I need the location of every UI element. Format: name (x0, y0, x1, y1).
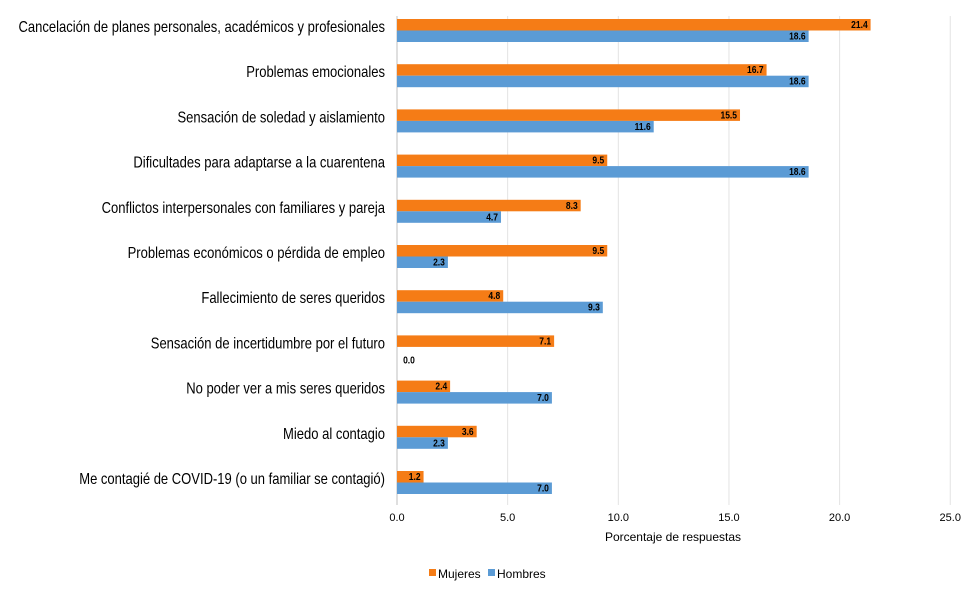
category-label: Sensación de soledad y aislamiento (178, 109, 386, 126)
hombres-bar (397, 75, 809, 88)
hombres-bar (397, 482, 552, 494)
x-tick-label: 20.0 (829, 512, 850, 524)
hombres-bar (397, 211, 502, 223)
mujeres-bar (397, 380, 451, 393)
mujeres-bar (397, 425, 477, 438)
data-label: 1.2 (409, 471, 421, 482)
x-tick-label: 15.0 (718, 512, 739, 524)
category-label: Cancelación de planes personales, académ… (18, 19, 385, 36)
category-label: Fallecimiento de seres queridos (201, 290, 385, 307)
mujeres-bar (397, 245, 608, 257)
data-label: 2.3 (433, 257, 445, 268)
data-label: 7.0 (537, 483, 549, 494)
data-label: 7.1 (539, 336, 551, 347)
mujeres-bar (397, 471, 424, 483)
data-label: 2.3 (433, 438, 445, 449)
category-label: Dificultades para adaptarse a la cuarent… (133, 155, 385, 172)
gridlines (396, 16, 951, 505)
legend-swatch (488, 569, 495, 576)
mujeres-bar (397, 154, 608, 167)
legend: Mujeres Hombres (429, 567, 546, 581)
legend-label: Mujeres (438, 567, 481, 581)
data-label: 4.8 (488, 291, 500, 302)
category-label: Problemas emocionales (246, 64, 385, 81)
category-label: Sensación de incertidumbre por el futuro (151, 335, 385, 352)
hombres-bar (397, 392, 552, 404)
data-label: 18.6 (789, 76, 806, 87)
mujeres-bar (397, 19, 871, 31)
data-label: 18.6 (789, 166, 806, 177)
hombres-bar (397, 30, 809, 42)
category-label: Conflictos interpersonales con familiare… (102, 200, 385, 217)
mujeres-bar (397, 109, 741, 121)
data-label: 7.0 (537, 392, 549, 403)
x-tick-label: 25.0 (940, 512, 961, 524)
hombres-bar (397, 301, 603, 314)
data-label: 3.6 (462, 426, 474, 437)
data-label: 16.7 (747, 65, 764, 76)
x-axis-title: Porcentaje de respuestas (605, 530, 741, 544)
data-label: 2.4 (435, 381, 448, 392)
category-label: Miedo al contagio (283, 426, 385, 443)
data-label: 21.4 (851, 19, 868, 30)
bars-group: 21.4 18.6 16.7 18.6 15.5 11.6 9.5 18.6 8.3 4.7 9.5… (397, 19, 871, 494)
hombres-bar (397, 166, 809, 178)
category-labels: Cancelación de planes personales, académ… (18, 19, 385, 488)
hombres-bar (397, 120, 654, 133)
category-label: Problemas económicos o pérdida de empleo (128, 245, 385, 262)
x-tick-label: 10.0 (608, 512, 629, 524)
mujeres-bar (397, 335, 555, 347)
data-label: 4.7 (486, 212, 498, 223)
data-label: 15.5 (720, 110, 737, 121)
category-label: No poder ver a mis seres queridos (186, 381, 385, 398)
mujeres-bar (397, 64, 767, 76)
data-label: 9.5 (592, 245, 604, 256)
data-label: 9.5 (592, 155, 604, 166)
legend-label: Hombres (497, 567, 546, 581)
x-tick-label: 5.0 (500, 512, 515, 524)
data-label: 18.6 (789, 31, 806, 42)
data-label: 8.3 (566, 200, 578, 211)
data-label: 11.6 (635, 121, 651, 132)
mujeres-bar (397, 290, 504, 302)
data-label: 9.3 (588, 302, 600, 313)
hombres-bar (397, 437, 448, 449)
data-label: 0.0 (403, 355, 415, 366)
x-tick-label: 0.0 (389, 512, 404, 524)
mujeres-bar (397, 199, 581, 212)
x-tick-labels: 0.0 5.0 10.0 15.0 20.0 25.0 (389, 512, 961, 524)
category-label: Me contagié de COVID-19 (o un familiar s… (79, 471, 385, 488)
hombres-bar (397, 256, 448, 268)
legend-swatch (429, 569, 436, 576)
